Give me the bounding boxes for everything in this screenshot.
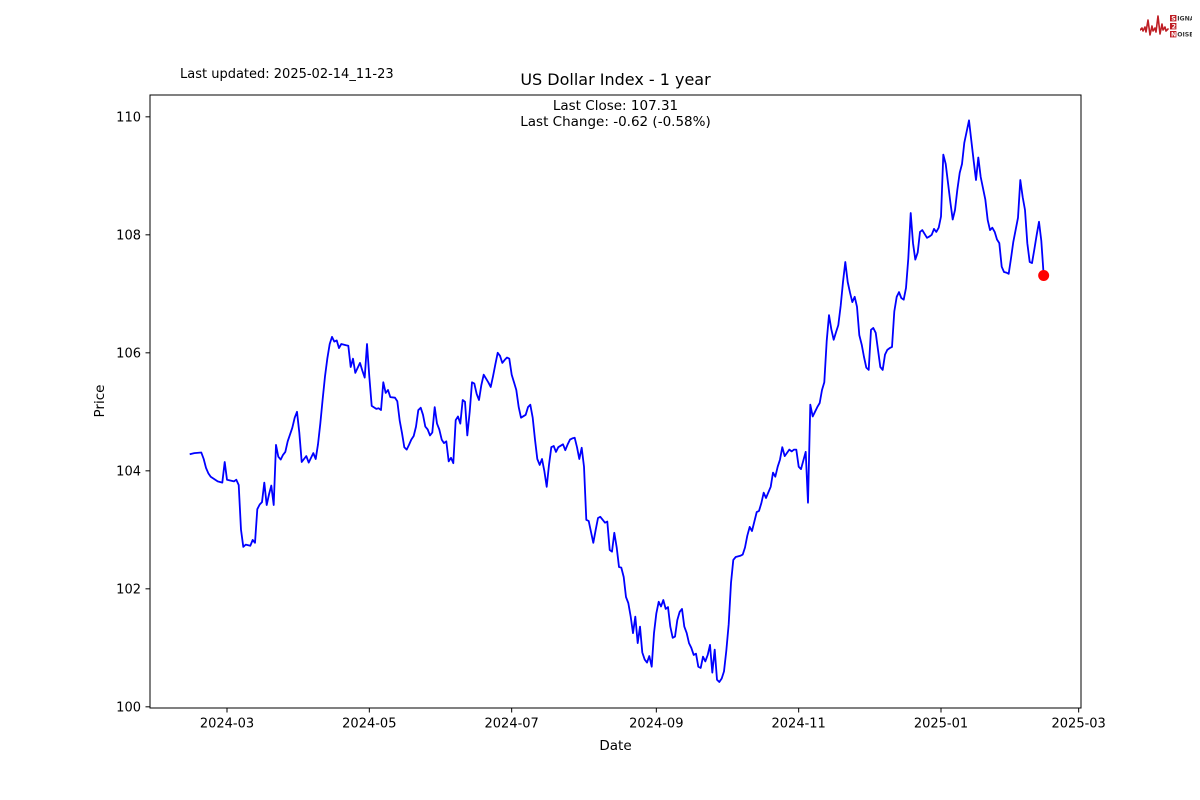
last-close-text: Last Close: 107.31 <box>552 98 679 114</box>
signal2noise-logo: S IGNAL 2 N OISE <box>1140 15 1192 38</box>
svg-text:S: S <box>1171 15 1175 22</box>
price-line <box>189 119 1045 683</box>
svg-text:OISE: OISE <box>1177 31 1192 38</box>
plot-frame <box>149 94 1082 709</box>
last-updated-text: Last updated: 2025-02-14_11-23 <box>180 67 394 82</box>
x-tick-label: 2024-09 <box>629 717 683 732</box>
last-point-marker <box>1038 270 1050 282</box>
svg-text:N: N <box>1171 31 1176 38</box>
y-tick-label: 104 <box>116 464 141 479</box>
svg-text:IGNAL: IGNAL <box>1177 15 1192 22</box>
chart-annotation: Last Close: 107.31 Last Change: -0.62 (-… <box>150 98 1081 130</box>
x-tick-label: 2024-03 <box>200 717 254 732</box>
svg-text:2: 2 <box>1172 23 1176 30</box>
x-tick-label: 2024-07 <box>485 717 539 732</box>
chart-title: US Dollar Index - 1 year <box>520 70 711 89</box>
y-tick-label: 110 <box>116 110 141 125</box>
last-change-text: Last Change: -0.62 (-0.58%) <box>520 114 711 130</box>
y-tick-label: 100 <box>116 700 141 715</box>
x-axis-label: Date <box>599 738 632 754</box>
x-tick-label: 2024-05 <box>342 717 396 732</box>
y-tick-label: 108 <box>116 228 141 243</box>
logo-text: S IGNAL 2 N OISE <box>1170 15 1192 38</box>
x-tick-label: 2025-03 <box>1052 717 1106 732</box>
y-tick-label: 106 <box>116 346 141 361</box>
y-tick-label: 102 <box>116 582 141 597</box>
x-tick-label: 2024-11 <box>772 717 826 732</box>
ecg-waveform-icon <box>1140 15 1169 36</box>
x-tick-label: 2025-01 <box>914 717 968 732</box>
